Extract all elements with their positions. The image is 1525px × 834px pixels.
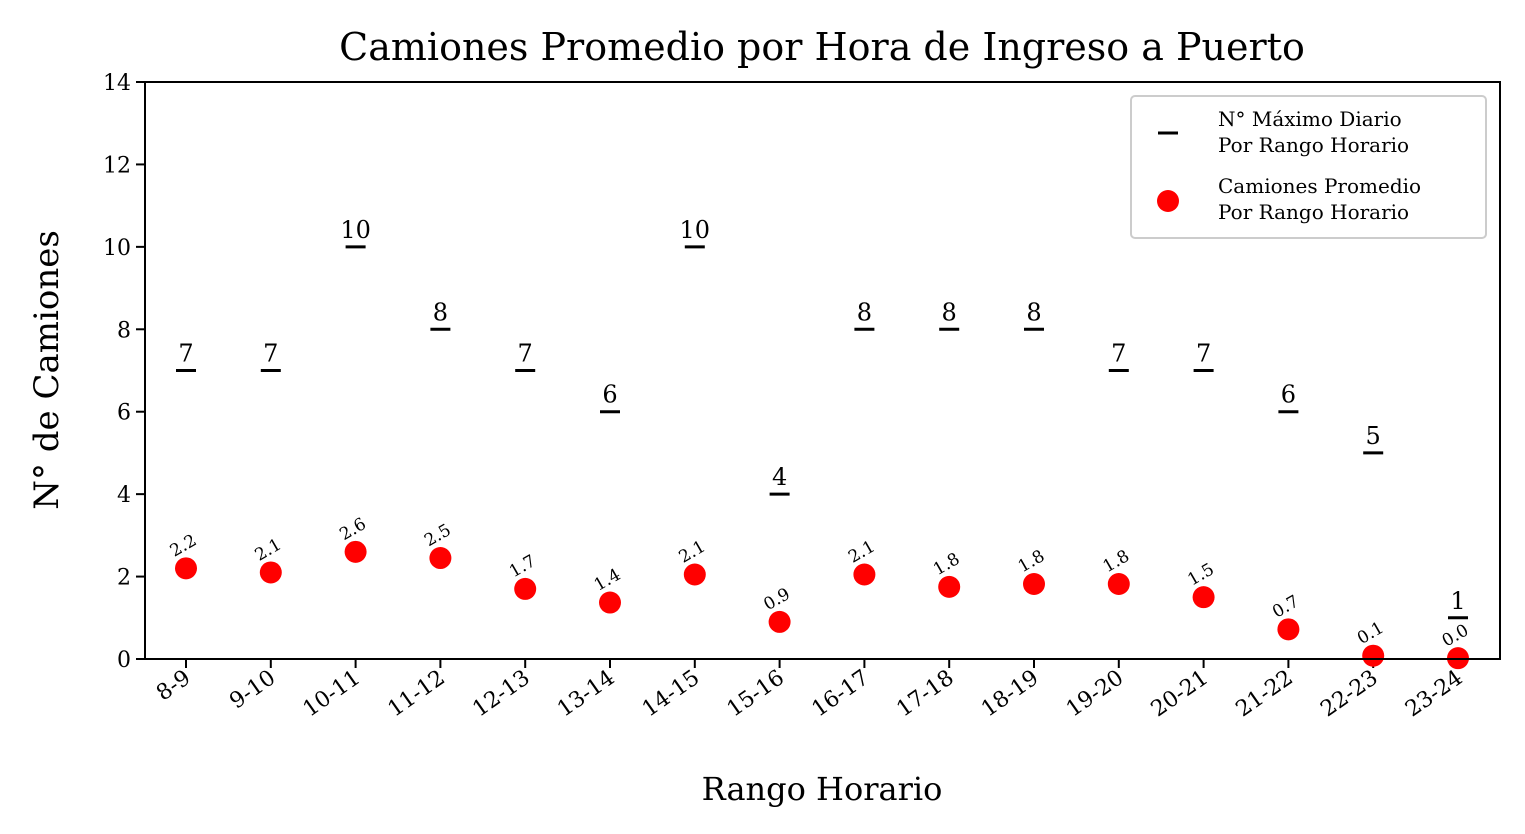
max-label: 10 bbox=[680, 216, 711, 244]
max-label: 7 bbox=[1111, 340, 1126, 368]
plot-frame bbox=[144, 81, 1501, 660]
max-label: 7 bbox=[518, 340, 533, 368]
legend-avg-label: Camiones Promedio bbox=[1218, 174, 1421, 198]
max-label: 10 bbox=[340, 216, 371, 244]
max-label: 8 bbox=[857, 298, 872, 326]
legend-max-label: N° Máximo Diario bbox=[1218, 107, 1402, 131]
y-tick-label: 8 bbox=[117, 318, 131, 343]
max-label: 7 bbox=[1196, 340, 1211, 368]
avg-point bbox=[683, 563, 706, 586]
avg-point bbox=[429, 547, 452, 570]
avg-point bbox=[938, 575, 961, 598]
legend-max-label: Por Rango Horario bbox=[1218, 133, 1409, 157]
avg-point bbox=[344, 540, 367, 563]
y-axis-label: N° de Camiones bbox=[27, 230, 67, 510]
y-tick-label: 12 bbox=[103, 153, 131, 178]
max-label: 7 bbox=[178, 340, 193, 368]
y-tick-label: 2 bbox=[117, 566, 131, 591]
max-label: 8 bbox=[1026, 298, 1041, 326]
max-label: 7 bbox=[263, 340, 278, 368]
avg-point bbox=[175, 557, 197, 580]
legend-avg-marker bbox=[1157, 190, 1179, 212]
legend-avg-label: Por Rango Horario bbox=[1218, 200, 1409, 224]
chart-title: Camiones Promedio por Hora de Ingreso a … bbox=[339, 25, 1305, 69]
avg-point bbox=[1362, 644, 1385, 667]
avg-point bbox=[514, 577, 537, 600]
avg-point bbox=[1277, 618, 1300, 641]
avg-point bbox=[1023, 572, 1045, 595]
max-label: 6 bbox=[1281, 381, 1296, 409]
max-label: 6 bbox=[602, 381, 617, 409]
y-tick-label: 6 bbox=[117, 401, 131, 426]
avg-point bbox=[259, 561, 282, 584]
y-tick-label: 0 bbox=[117, 648, 131, 673]
max-label: 4 bbox=[772, 463, 787, 491]
y-tick-label: 14 bbox=[103, 71, 131, 96]
max-label: 1 bbox=[1450, 587, 1465, 615]
y-tick-label: 4 bbox=[117, 483, 131, 508]
avg-point bbox=[1107, 572, 1130, 595]
avg-point bbox=[1192, 586, 1215, 609]
max-label: 8 bbox=[433, 298, 448, 326]
avg-point bbox=[599, 591, 621, 614]
max-label: 8 bbox=[942, 298, 957, 326]
avg-point bbox=[768, 610, 791, 633]
legend-box bbox=[1130, 95, 1487, 239]
max-label: 5 bbox=[1366, 422, 1381, 450]
x-axis-label: Rango Horario bbox=[702, 770, 943, 808]
y-tick-label: 10 bbox=[103, 236, 131, 261]
avg-point bbox=[853, 563, 876, 586]
